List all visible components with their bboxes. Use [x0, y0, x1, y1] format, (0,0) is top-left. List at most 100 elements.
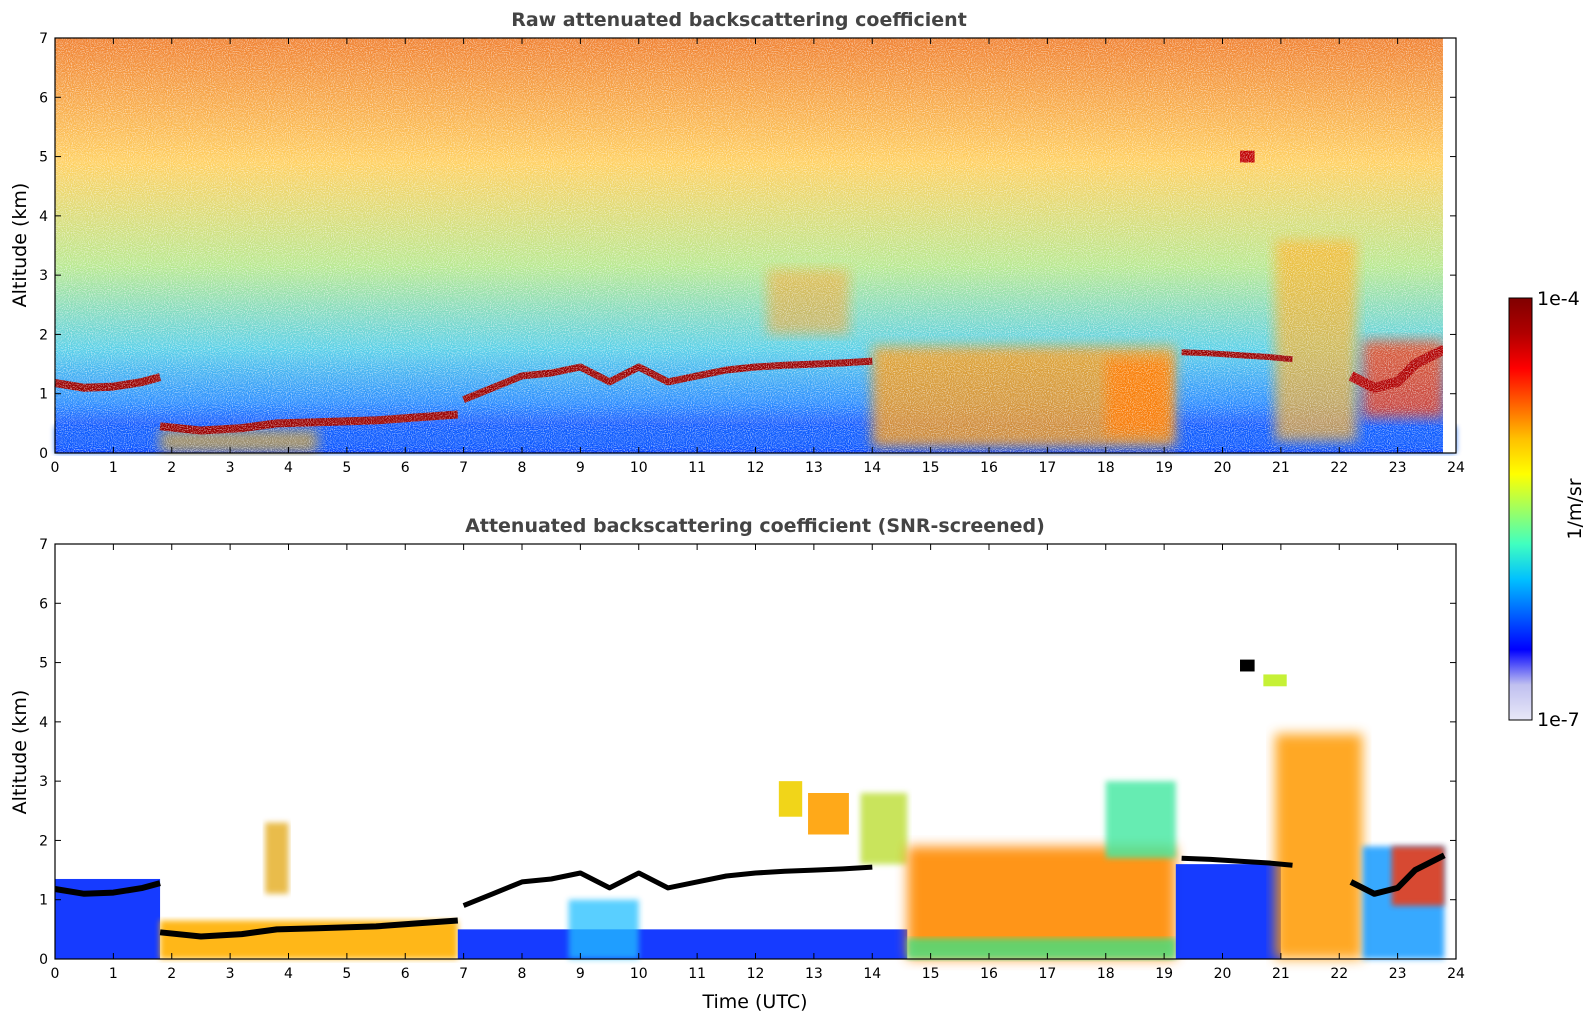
aerosol-patch: [778, 781, 803, 817]
boundary-layer: [457, 929, 908, 959]
panel-raw: Raw attenuated backscattering coefficien…: [9, 9, 1465, 476]
x-tick-label: 22: [1330, 966, 1348, 982]
x-tick-label: 5: [342, 966, 351, 982]
x-tick-label: 18: [1097, 460, 1115, 476]
colorbar-gradient: [1509, 298, 1532, 720]
aerosol-region: [1105, 781, 1176, 859]
y-axis-label-screened: Altitude (km): [9, 690, 31, 815]
raw-right-blank: [1443, 38, 1456, 453]
y-tick-label: 4: [39, 209, 48, 225]
y-tick-label: 1: [39, 387, 48, 403]
aerosol-patch: [265, 822, 289, 894]
aerosol-patch: [808, 793, 849, 835]
x-tick-label: 5: [342, 460, 351, 476]
y-tick-label: 6: [39, 596, 48, 612]
x-tick-label: 10: [630, 966, 648, 982]
x-tick-label: 7: [459, 460, 468, 476]
y-tick-label: 5: [39, 150, 48, 166]
x-tick-label: 15: [922, 966, 940, 982]
x-tick-label: 20: [1214, 460, 1232, 476]
colorbar: 1e-4 1e-7 1/m/sr: [1508, 288, 1586, 731]
x-tick-label: 11: [688, 966, 706, 982]
colorbar-unit-label: 1/m/sr: [1564, 478, 1586, 539]
y-ticks-screened: 0 1 2 3 4 5 6 7: [39, 537, 1456, 968]
x-tick-label: 13: [805, 460, 823, 476]
x-tick-label: 20: [1214, 966, 1232, 982]
x-tick-label: 2: [167, 966, 176, 982]
x-ticks-screened: 0 1 2 3 4 5 6 7 8 9 10 11 12 13 14 15 16 17 18 19 20 21 22 23 24: [51, 544, 1465, 982]
y-tick-label: 0: [39, 952, 48, 968]
x-axis-label: Time (UTC): [701, 991, 807, 1013]
x-tick-label: 9: [576, 966, 585, 982]
cloud-layer: [54, 880, 161, 897]
x-tick-label: 18: [1097, 966, 1115, 982]
x-tick-label: 8: [518, 966, 527, 982]
x-tick-label: 19: [1155, 460, 1173, 476]
x-tick-label: 14: [863, 460, 881, 476]
colorbar-frame: [1508, 297, 1533, 721]
x-tick-label: 1: [109, 966, 118, 982]
x-tick-label: 17: [1038, 966, 1056, 982]
x-tick-label: 22: [1330, 460, 1348, 476]
y-tick-label: 7: [39, 31, 48, 47]
x-tick-label: 19: [1155, 966, 1173, 982]
cloud-layer: [462, 864, 873, 908]
cloud-layer: [159, 917, 459, 940]
y-tick-label: 4: [39, 715, 48, 731]
x-tick-label: 21: [1272, 460, 1290, 476]
x-tick-label: 7: [459, 966, 468, 982]
x-tick-label: 15: [922, 460, 940, 476]
x-tick-label: 13: [805, 966, 823, 982]
boundary-layer: [1175, 864, 1281, 959]
x-tick-label: 23: [1389, 460, 1407, 476]
x-tick-label: 1: [109, 460, 118, 476]
x-tick-label: 12: [747, 966, 765, 982]
x-tick-label: 16: [980, 460, 998, 476]
cloud-layer: [1181, 855, 1293, 868]
cloud-patch: [1263, 674, 1287, 687]
x-tick-label: 10: [630, 460, 648, 476]
y-tick-label: 2: [39, 833, 48, 849]
panel-title-screened: Attenuated backscattering coefficient (S…: [465, 515, 1045, 537]
y-tick-label: 6: [39, 90, 48, 106]
plot-area-raw: [54, 37, 1457, 454]
x-ticks-raw: 0 1 2 3 4 5 6 7 8 9 10 11 12 13 14 15 16 17 18 19 20 21 22 23 24: [51, 38, 1465, 476]
x-tick-label: 12: [747, 460, 765, 476]
aerosol-patch: [860, 793, 908, 865]
panel-title-raw: Raw attenuated backscattering coefficien…: [511, 9, 967, 31]
x-tick-label: 4: [284, 460, 293, 476]
x-tick-label: 16: [980, 966, 998, 982]
screened-features: [54, 659, 1446, 959]
y-tick-label: 1: [39, 893, 48, 909]
x-tick-label: 0: [51, 966, 60, 982]
x-tick-label: 9: [576, 460, 585, 476]
x-tick-label: 2: [167, 460, 176, 476]
x-tick-label: 3: [226, 460, 235, 476]
aerosol-region: [1275, 733, 1363, 959]
aerosol-region: [907, 938, 1176, 959]
x-tick-label: 0: [51, 460, 60, 476]
x-tick-label: 14: [863, 966, 881, 982]
y-tick-label: 7: [39, 537, 48, 553]
y-tick-label: 5: [39, 656, 48, 672]
aerosol-region: [1391, 846, 1445, 906]
raw-noise-overlay: [55, 38, 1456, 453]
y-axis-label-raw: Altitude (km): [9, 183, 31, 308]
y-tick-label: 0: [39, 446, 48, 462]
x-tick-label: 4: [284, 966, 293, 982]
x-tick-label: 11: [688, 460, 706, 476]
x-tick-label: 24: [1447, 460, 1465, 476]
x-tick-label: 8: [518, 460, 527, 476]
y-tick-label: 3: [39, 268, 48, 284]
aerosol-region: [568, 899, 639, 959]
colorbar-max-label: 1e-4: [1537, 288, 1580, 310]
x-tick-label: 23: [1389, 966, 1407, 982]
x-tick-label: 21: [1272, 966, 1290, 982]
y-tick-label: 3: [39, 774, 48, 790]
cloud-layer: [1349, 852, 1446, 897]
x-tick-label: 3: [226, 966, 235, 982]
x-tick-label: 17: [1038, 460, 1056, 476]
plot-area-screened: [54, 543, 1457, 960]
x-tick-label: 6: [401, 460, 410, 476]
